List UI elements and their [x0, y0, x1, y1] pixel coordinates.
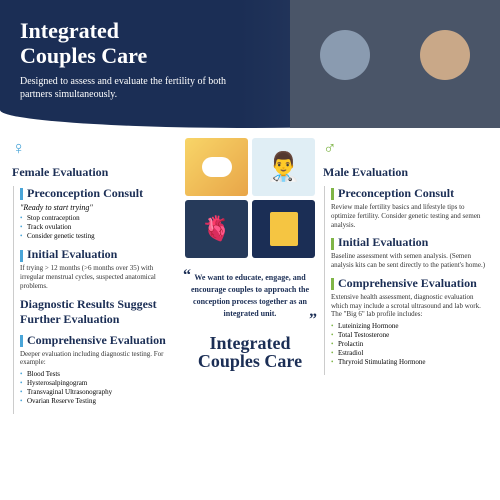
- list-item: Ovarian Reserve Testing: [20, 397, 177, 406]
- pull-quote: We want to educate, engage, and encourag…: [185, 268, 315, 324]
- female-heading: Female Evaluation: [12, 165, 177, 180]
- female-icon: ♀: [12, 138, 177, 159]
- main-content: ♀ Female Evaluation Preconception Consul…: [0, 128, 500, 406]
- list-item: Transvaginal Ultrasonography: [20, 388, 177, 397]
- list-item: Consider genetic testing: [20, 232, 177, 241]
- male-comprehensive-body: Extensive health assessment, diagnostic …: [331, 293, 488, 319]
- male-initial-body: Baseline assessment with semen analysis.…: [331, 252, 488, 270]
- female-comprehensive-list: Blood Tests Hysterosalpingogram Transvag…: [20, 370, 177, 406]
- list-item: Hysterosalpingogram: [20, 379, 177, 388]
- list-item: Blood Tests: [20, 370, 177, 379]
- list-item: Estradiol: [331, 349, 488, 358]
- page-subtitle: Designed to assess and evaluate the fert…: [20, 75, 250, 101]
- uterus-icon: [185, 200, 248, 258]
- male-preconception-body: Review male fertility basics and lifesty…: [331, 203, 488, 229]
- female-column: ♀ Female Evaluation Preconception Consul…: [12, 138, 177, 406]
- sperm-kit-icon: [252, 200, 315, 258]
- doctor-icon: [252, 138, 315, 196]
- female-diagnostic-title: Diagnostic Results Suggest Further Evalu…: [20, 297, 177, 327]
- male-preconception-title: Preconception Consult: [331, 186, 488, 201]
- female-comprehensive-body: Deeper evaluation including diagnostic t…: [20, 350, 177, 368]
- female-initial-title: Initial Evaluation: [20, 247, 177, 262]
- illustration-grid: [185, 138, 315, 258]
- list-item: Thryroid Stimulating Hormone: [331, 358, 488, 367]
- male-comprehensive-list: Luteinizing Hormone Total Testosterone P…: [331, 322, 488, 367]
- female-initial-body: If trying > 12 months (>6 months over 35…: [20, 264, 177, 290]
- list-item: Total Testosterone: [331, 331, 488, 340]
- pills-icon: [185, 138, 248, 196]
- hero-photo: [290, 0, 500, 128]
- bottom-title: Integrated Couples Care: [185, 334, 315, 370]
- female-preconception-title: Preconception Consult: [20, 186, 177, 201]
- female-comprehensive-title: Comprehensive Evaluation: [20, 333, 177, 348]
- male-icon: ♂: [323, 138, 488, 159]
- list-item: Stop contraception: [20, 214, 177, 223]
- female-preconception-sub: "Ready to start trying": [20, 203, 177, 212]
- list-item: Prolactin: [331, 340, 488, 349]
- male-heading: Male Evaluation: [323, 165, 488, 180]
- list-item: Track ovulation: [20, 223, 177, 232]
- male-initial-title: Initial Evaluation: [331, 235, 488, 250]
- center-column: We want to educate, engage, and encourag…: [185, 138, 315, 406]
- female-preconception-list: Stop contraception Track ovulation Consi…: [20, 214, 177, 241]
- list-item: Luteinizing Hormone: [331, 322, 488, 331]
- male-column: ♂ Male Evaluation Preconception Consult …: [323, 138, 488, 406]
- hero-banner: Integrated Couples Care Designed to asse…: [0, 0, 500, 128]
- male-comprehensive-title: Comprehensive Evaluation: [331, 276, 488, 291]
